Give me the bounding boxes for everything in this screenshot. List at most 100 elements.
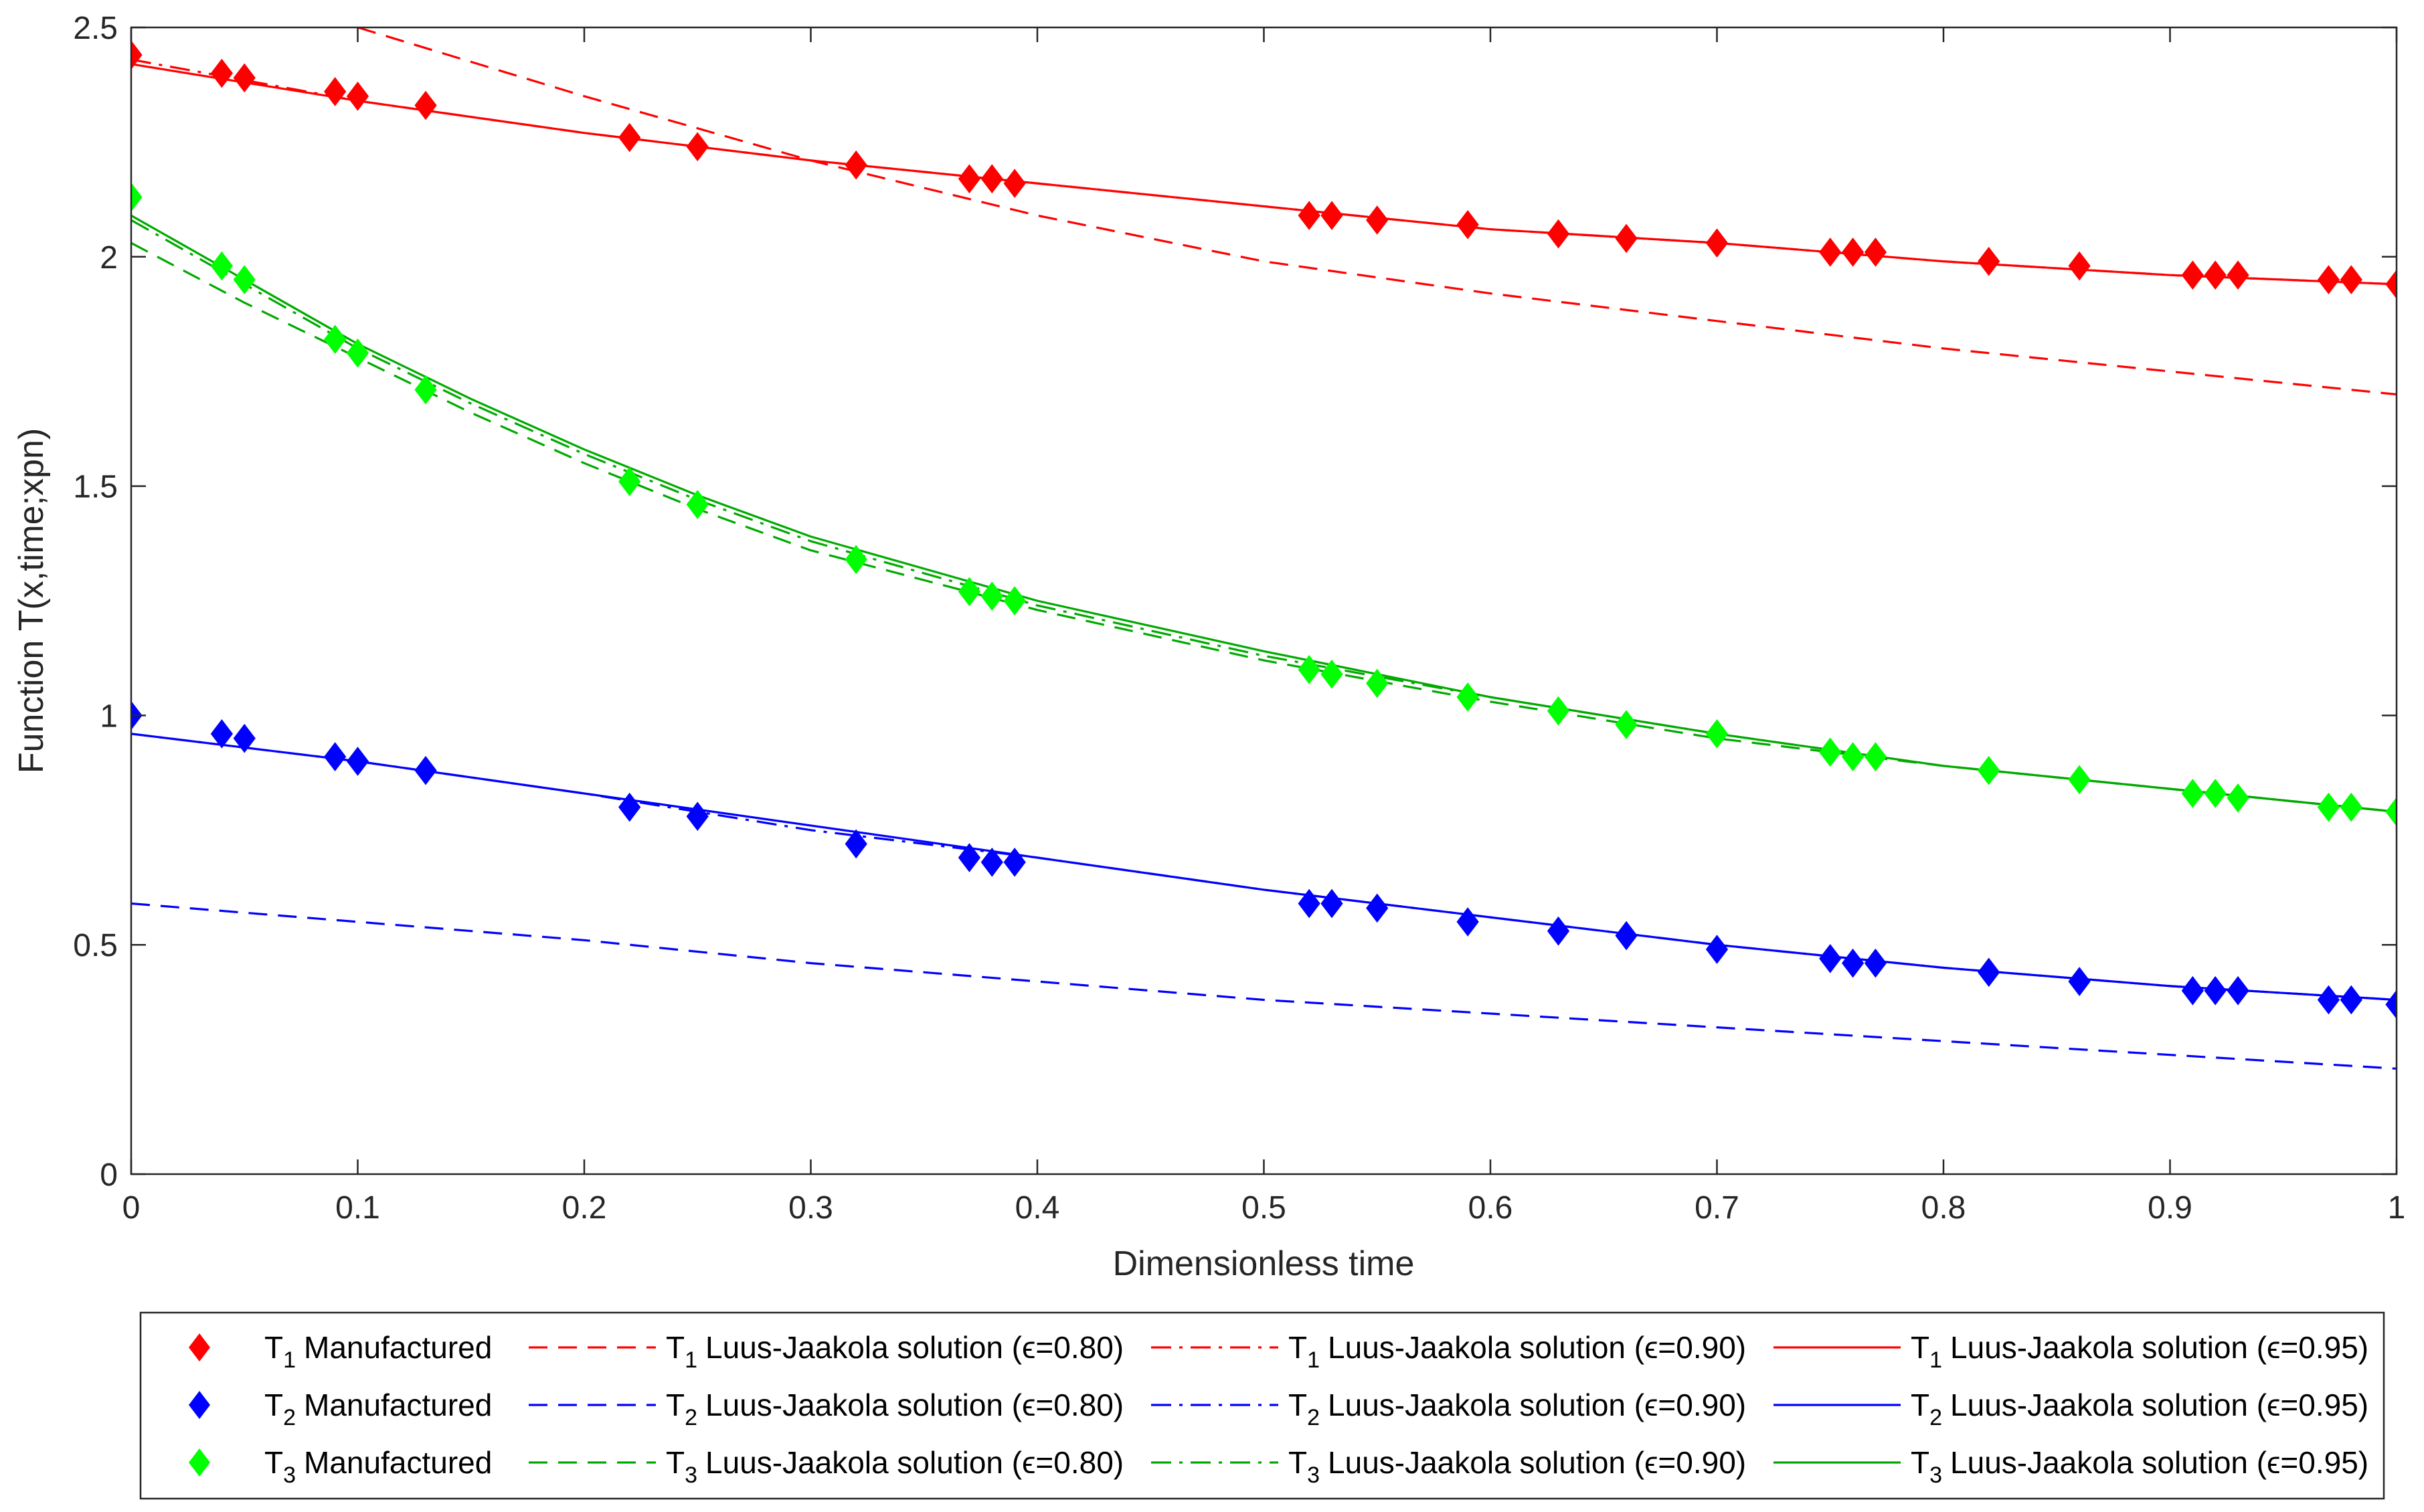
series-8-point-0 bbox=[131, 182, 143, 212]
legend-item-5: T2 Luus-Jaakola solution (ϵ=0.80) bbox=[529, 1388, 1124, 1430]
series-0-point-13 bbox=[1320, 201, 1343, 230]
legend-label: T1 Luus-Jaakola solution (ϵ=0.90) bbox=[1288, 1330, 1746, 1373]
series-line-5 bbox=[131, 902, 2397, 1070]
series-4-point-3 bbox=[324, 742, 347, 771]
x-tick-label: 0 bbox=[122, 1190, 141, 1226]
series-4-point-2 bbox=[233, 723, 256, 753]
legend-items: T1 Manufactured T1 Luus-Jaakola solution (ϵ… bbox=[189, 1330, 2368, 1488]
series-4-point-23 bbox=[2068, 967, 2091, 996]
series-4-point-14 bbox=[1366, 893, 1389, 923]
series-line-1 bbox=[357, 27, 2397, 396]
legend-label: T1 Luus-Jaakola solution (ϵ=0.95) bbox=[1911, 1330, 2368, 1373]
plot-area: 0 0.1 0.2 0.3 0.4 0.5 0.6 0.7 0.8 0.9 1 0 0.5 1 1.5 2 2.… bbox=[73, 11, 2405, 1226]
series-8-point-5 bbox=[414, 375, 437, 405]
series-8-point-22 bbox=[1978, 755, 2000, 785]
series-8-point-24 bbox=[2181, 779, 2204, 808]
legend-label: T2 Luus-Jaakola solution (ϵ=0.95) bbox=[1911, 1388, 2368, 1430]
series-8-point-26 bbox=[2227, 783, 2249, 813]
legend-item-4: T2 Manufactured bbox=[189, 1388, 492, 1430]
series-8-point-14 bbox=[1366, 668, 1389, 698]
ticks-layer: 0 0.1 0.2 0.3 0.4 0.5 0.6 0.7 0.8 0.9 1 0 0.5 1 1.5 2 2.… bbox=[73, 11, 2405, 1226]
legend-item-9: T3 Luus-Jaakola solution (ϵ=0.80) bbox=[529, 1445, 1124, 1488]
legend-label: T3 Manufactured bbox=[264, 1445, 492, 1488]
series-0-point-24 bbox=[2181, 260, 2204, 290]
series-line-3 bbox=[131, 63, 2397, 286]
series-4-point-29 bbox=[2385, 989, 2397, 1020]
series-4-point-15 bbox=[1456, 907, 1479, 937]
series-0-point-1 bbox=[210, 58, 234, 88]
series-4-point-27 bbox=[2317, 985, 2340, 1015]
legend-label: T1 Manufactured bbox=[264, 1330, 492, 1373]
series-0-point-12 bbox=[1298, 201, 1320, 230]
x-tick-label: 0.2 bbox=[562, 1190, 607, 1226]
series-8-point-1 bbox=[210, 251, 234, 281]
series-line-7 bbox=[131, 733, 2397, 1002]
series-4-point-12 bbox=[1298, 888, 1320, 919]
series-8-point-27 bbox=[2317, 792, 2340, 822]
series-8-point-17 bbox=[1615, 710, 1638, 739]
series-4-point-24 bbox=[2181, 975, 2204, 1006]
series-4-point-4 bbox=[346, 747, 369, 776]
x-tick-label: 0.9 bbox=[2148, 1190, 2192, 1226]
legend-label: T3 Luus-Jaakola solution (ϵ=0.80) bbox=[666, 1445, 1124, 1488]
series-4-point-18 bbox=[1705, 935, 1729, 964]
series-4-point-9 bbox=[958, 843, 981, 872]
series-4-point-26 bbox=[2227, 975, 2249, 1006]
y-axis-label: Function T(x,time;xpn) bbox=[12, 428, 51, 773]
series-0-point-7 bbox=[686, 132, 709, 162]
series-4-point-22 bbox=[1978, 957, 2000, 987]
series-0-point-8 bbox=[845, 150, 867, 180]
legend-label: T2 Luus-Jaakola solution (ϵ=0.90) bbox=[1288, 1388, 1746, 1430]
x-tick-label: 0.8 bbox=[1921, 1190, 1966, 1226]
legend-label: T1 Luus-Jaakola solution (ϵ=0.80) bbox=[666, 1330, 1124, 1373]
series-0-point-23 bbox=[2068, 251, 2091, 281]
series-0-point-20 bbox=[1841, 238, 1865, 267]
series-4-point-20 bbox=[1841, 948, 1865, 978]
series-8-point-18 bbox=[1705, 719, 1729, 749]
legend: T1 Manufactured T1 Luus-Jaakola solution (ϵ… bbox=[139, 1311, 2385, 1500]
x-tick-label: 0.1 bbox=[335, 1190, 380, 1226]
series-0-point-5 bbox=[414, 90, 437, 120]
series-0-point-21 bbox=[1864, 238, 1887, 267]
series-4-point-5 bbox=[414, 755, 437, 785]
series-0-point-10 bbox=[980, 164, 1003, 194]
y-tick-label: 0.5 bbox=[73, 928, 118, 963]
series-0-point-9 bbox=[958, 164, 981, 194]
series-0-point-28 bbox=[2340, 265, 2362, 294]
series-layer bbox=[131, 27, 2397, 1070]
series-0-point-11 bbox=[1003, 169, 1026, 198]
x-tick-label: 0.3 bbox=[788, 1190, 833, 1226]
series-8-point-10 bbox=[980, 581, 1003, 611]
series-8-point-16 bbox=[1547, 696, 1570, 726]
series-8-point-13 bbox=[1320, 659, 1343, 689]
series-0-point-22 bbox=[1978, 246, 2000, 276]
series-0-point-3 bbox=[324, 77, 347, 106]
series-0-point-17 bbox=[1615, 223, 1638, 254]
series-0-point-29 bbox=[2385, 270, 2397, 299]
series-8-point-6 bbox=[618, 466, 641, 496]
series-8-point-29 bbox=[2385, 797, 2397, 827]
series-8-point-4 bbox=[346, 338, 369, 368]
series-4-point-17 bbox=[1615, 921, 1638, 951]
x-axis-label: Dimensionless time bbox=[1113, 1244, 1415, 1283]
series-4-point-13 bbox=[1320, 888, 1343, 919]
series-4-point-10 bbox=[980, 847, 1003, 877]
y-tick-label: 1 bbox=[100, 698, 118, 734]
series-8-point-7 bbox=[686, 490, 709, 519]
series-8-point-11 bbox=[1003, 586, 1026, 616]
x-tick-label: 0.7 bbox=[1695, 1190, 1739, 1226]
legend-label: T2 Manufactured bbox=[264, 1388, 492, 1430]
legend-item-0: T1 Manufactured bbox=[189, 1330, 492, 1373]
series-line-11 bbox=[131, 214, 2397, 813]
series-4-point-8 bbox=[845, 829, 867, 859]
series-0-point-14 bbox=[1366, 205, 1389, 235]
legend-item-3: T1 Luus-Jaakola solution (ϵ=0.95) bbox=[1773, 1330, 2368, 1373]
series-8-point-3 bbox=[324, 324, 347, 355]
legend-marker bbox=[189, 1391, 210, 1419]
series-4-point-7 bbox=[686, 801, 709, 832]
x-tick-label: 0.6 bbox=[1468, 1190, 1513, 1226]
y-tick-label: 0 bbox=[100, 1157, 118, 1193]
legend-item-8: T3 Manufactured bbox=[189, 1445, 492, 1488]
legend-item-11: T3 Luus-Jaakola solution (ϵ=0.95) bbox=[1773, 1445, 2368, 1488]
